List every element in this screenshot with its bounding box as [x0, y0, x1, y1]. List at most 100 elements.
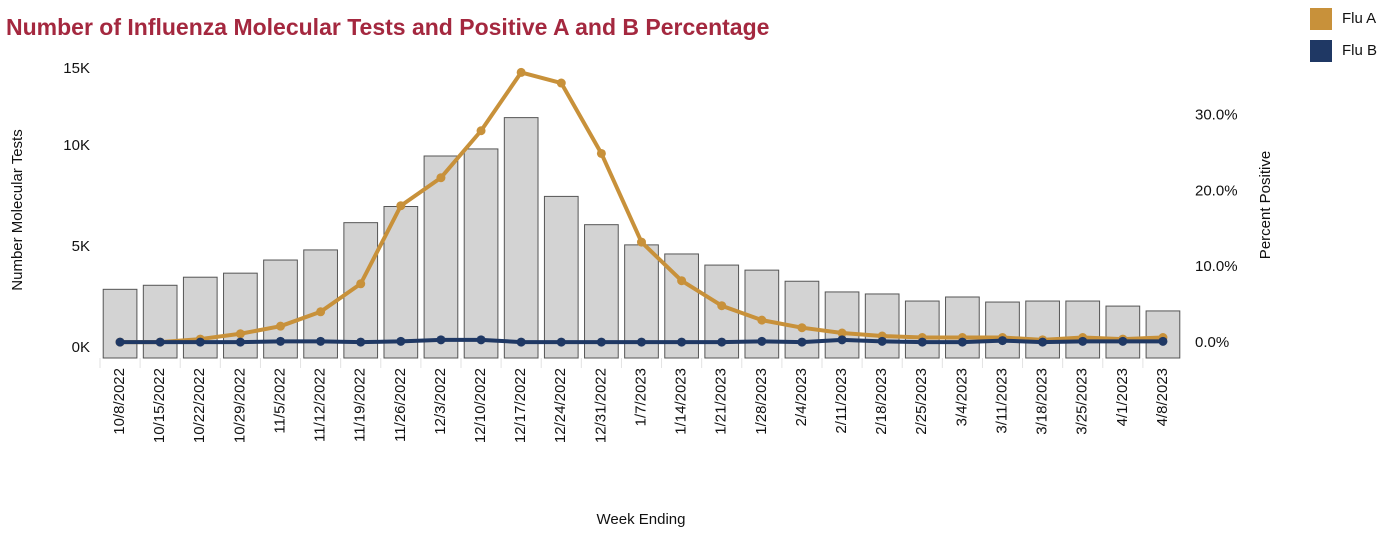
point: [115, 337, 125, 347]
bar: [463, 148, 499, 359]
bar: [985, 301, 1020, 359]
x-tick-label: 3/11/2023: [993, 368, 1010, 434]
x-tick-label: 2/18/2023: [873, 368, 890, 435]
point: [596, 337, 606, 347]
y-axis-label: Number Molecular Tests: [9, 129, 26, 290]
x-tick-label: 12/10/2022: [472, 368, 489, 443]
point: [476, 126, 486, 136]
point: [837, 328, 847, 338]
y2-axis-label: Percent Positive: [1257, 151, 1274, 259]
point: [1038, 337, 1048, 347]
point: [1118, 336, 1128, 346]
chart-title: Number of Influenza Molecular Tests and …: [6, 14, 769, 40]
y2-tick-label: 10.0%: [1195, 258, 1238, 275]
point: [837, 335, 847, 345]
point: [356, 337, 366, 347]
bar: [1065, 300, 1101, 359]
point: [396, 336, 406, 346]
point: [677, 337, 687, 347]
legend-label: Flu B: [1342, 42, 1377, 59]
x-tick-label: 12/17/2022: [512, 368, 529, 443]
point: [757, 315, 767, 325]
bar: [423, 155, 459, 359]
x-tick-label: 10/22/2022: [191, 368, 208, 443]
point: [276, 321, 285, 331]
x-tick-label: 2/4/2023: [793, 368, 810, 426]
y2-tick-label: 0.0%: [1195, 334, 1229, 351]
x-tick-label: 11/19/2022: [352, 368, 369, 442]
bar: [1105, 305, 1141, 359]
point: [235, 329, 245, 339]
point: [998, 336, 1007, 346]
bar: [824, 291, 860, 359]
point: [1158, 336, 1168, 346]
point: [957, 337, 967, 347]
x-tick-label: 3/18/2023: [1034, 368, 1051, 435]
point: [396, 201, 406, 211]
x-tick-label: 12/24/2022: [552, 368, 569, 443]
x-tick-label: 3/4/2023: [953, 368, 970, 426]
x-tick-label: 3/25/2023: [1074, 368, 1091, 435]
bar: [584, 224, 619, 359]
legend-swatch: [1310, 8, 1332, 30]
bar: [904, 300, 940, 359]
point: [596, 148, 606, 158]
x-tick-label: 11/12/2022: [312, 368, 329, 442]
x-tick-label: 12/31/2022: [592, 368, 609, 443]
x-tick-label: 1/28/2023: [753, 368, 770, 435]
point: [717, 337, 727, 347]
point: [556, 337, 566, 347]
point: [797, 323, 807, 333]
legend-label: Flu A: [1342, 10, 1376, 27]
point: [717, 301, 727, 311]
point: [316, 307, 326, 317]
x-axis-label: Week Ending: [597, 511, 686, 528]
point: [556, 78, 566, 88]
x-tick-label: 10/15/2022: [151, 368, 168, 443]
bar: [142, 284, 178, 359]
point: [155, 337, 165, 347]
point: [356, 279, 366, 289]
x-tick-label: 1/21/2023: [713, 368, 730, 435]
point: [637, 237, 646, 247]
y2-tick-label: 20.0%: [1195, 182, 1238, 199]
point: [677, 276, 687, 286]
point: [757, 336, 767, 346]
point: [1078, 336, 1088, 346]
point: [276, 336, 285, 346]
x-tick-label: 12/3/2022: [432, 368, 449, 435]
point: [316, 336, 326, 346]
point: [516, 337, 526, 347]
y-tick-label: 5K: [72, 238, 90, 255]
x-tick-label: 4/1/2023: [1114, 368, 1131, 426]
point: [797, 337, 807, 347]
point: [917, 337, 927, 347]
x-tick-label: 10/29/2022: [231, 368, 248, 443]
y-tick-label: 15K: [63, 60, 90, 77]
point: [877, 336, 887, 346]
x-tick-label: 11/26/2022: [392, 368, 409, 442]
y2-tick-label: 30.0%: [1195, 107, 1238, 124]
bar: [864, 293, 900, 359]
point: [436, 335, 446, 345]
point: [195, 337, 205, 347]
point: [637, 337, 646, 347]
bar: [1025, 300, 1060, 359]
point: [476, 335, 486, 345]
bar: [945, 296, 980, 359]
point: [516, 67, 526, 77]
x-tick-label: 1/14/2023: [673, 368, 690, 435]
point: [235, 337, 245, 347]
x-tick-label: 1/7/2023: [632, 368, 649, 426]
bar: [503, 117, 539, 359]
point: [436, 173, 446, 183]
bar: [102, 288, 138, 359]
bar: [543, 195, 579, 359]
bar: [383, 206, 419, 359]
legend-swatch: [1310, 40, 1332, 62]
x-tick-label: 2/11/2023: [833, 368, 850, 434]
y-tick-label: 0K: [72, 339, 90, 356]
y-tick-label: 10K: [63, 137, 90, 154]
x-tick-label: 11/5/2022: [271, 368, 288, 434]
